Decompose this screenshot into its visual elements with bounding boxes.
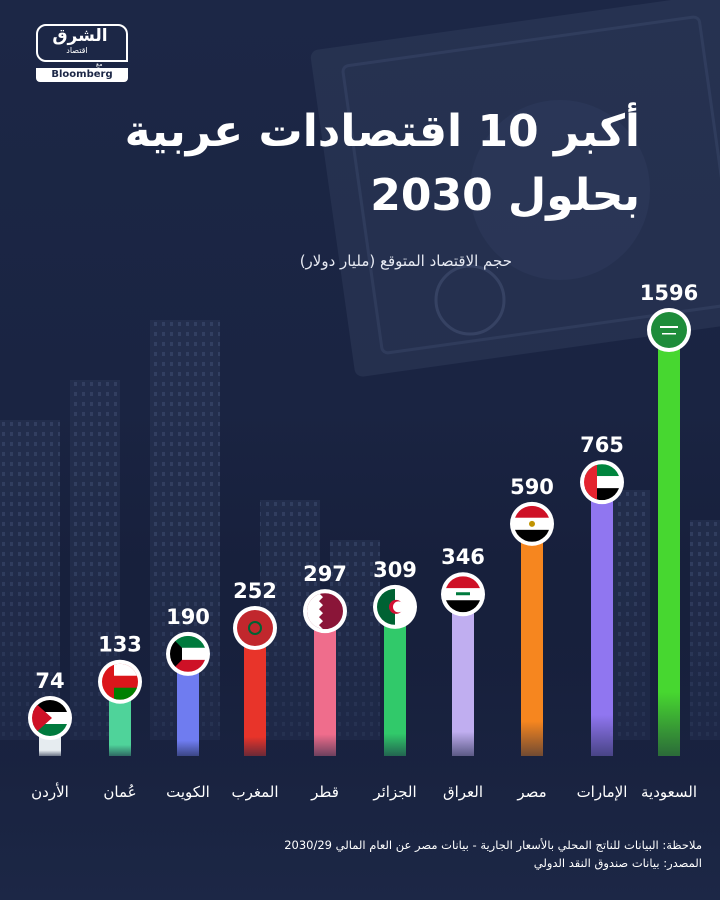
value-label: 190 xyxy=(166,605,210,629)
title-line-2: بحلول 2030 xyxy=(370,170,640,221)
category-label: المغرب xyxy=(231,783,278,801)
egypt-flag-icon xyxy=(514,505,550,542)
saudi-flag-icon xyxy=(651,312,687,348)
value-label: 309 xyxy=(373,558,417,582)
value-label: 765 xyxy=(580,433,624,457)
saudi-flag-marker xyxy=(647,308,691,352)
value-label: 252 xyxy=(233,579,277,603)
bar-kuwait xyxy=(177,653,199,756)
category-label: الجزائر xyxy=(372,783,416,801)
category-label: الأردن xyxy=(31,782,69,801)
bar-uae xyxy=(591,482,613,756)
bar-iraq xyxy=(452,594,474,756)
kuwait-flag-marker xyxy=(166,631,210,676)
category-label: قطر xyxy=(310,783,339,801)
category-label: العراق xyxy=(443,783,483,801)
uae-flag-icon xyxy=(584,464,620,501)
footer-source: المصدر: بيانات صندوق النقد الدولي xyxy=(533,856,702,870)
category-label: السعودية xyxy=(641,783,697,801)
uae-flag-marker xyxy=(580,460,624,505)
logo-connector-text: مع xyxy=(96,61,103,68)
iraq-flag-icon xyxy=(445,576,481,613)
value-label: 590 xyxy=(510,475,554,499)
qatar-flag-marker xyxy=(303,589,347,634)
jordan-flag-marker xyxy=(28,696,72,740)
category-label: عُمان xyxy=(103,783,136,801)
bar-qatar xyxy=(314,611,336,756)
value-label: 1596 xyxy=(640,281,698,305)
iraq-flag-marker xyxy=(441,572,485,617)
oman-flag-marker xyxy=(98,659,142,704)
logo-partner-text: Bloomberg xyxy=(36,68,128,82)
logo-main-text: الشرق xyxy=(52,26,108,46)
oman-flag-icon xyxy=(102,663,138,700)
category-label: الكويت xyxy=(166,783,210,801)
chart-subtitle: حجم الاقتصاد المتوقع (مليار دولار) xyxy=(299,252,512,270)
bar-morocco xyxy=(244,627,266,756)
kuwait-flag-icon xyxy=(170,635,206,672)
morocco-flag-icon xyxy=(237,609,273,646)
category-label: الإمارات xyxy=(577,783,628,801)
bar-saudi xyxy=(658,330,680,756)
algeria-flag-marker xyxy=(373,584,417,629)
bar-algeria xyxy=(384,606,406,756)
alsharq-bloomberg-logo: الشرق اقتصاد مع Bloomberg xyxy=(36,24,128,82)
footer-note: ملاحظة: البيانات للناتج المحلي بالأسعار … xyxy=(284,838,702,852)
logo-sub-text: اقتصاد xyxy=(66,46,88,55)
algeria-flag-icon xyxy=(377,588,413,625)
morocco-flag-marker xyxy=(233,605,277,650)
value-label: 74 xyxy=(35,669,64,693)
value-label: 346 xyxy=(441,545,485,569)
bar-egypt xyxy=(521,523,543,756)
qatar-flag-icon xyxy=(307,593,343,630)
value-label: 297 xyxy=(303,562,347,586)
jordan-flag-icon xyxy=(32,700,68,736)
chart-title: أكبر 10 اقتصادات عربية بحلول 2030 xyxy=(40,100,640,228)
value-label: 133 xyxy=(98,633,142,657)
egypt-flag-marker xyxy=(510,501,554,546)
title-line-1: أكبر 10 اقتصادات عربية xyxy=(124,106,640,157)
category-label: مصر xyxy=(516,783,546,801)
